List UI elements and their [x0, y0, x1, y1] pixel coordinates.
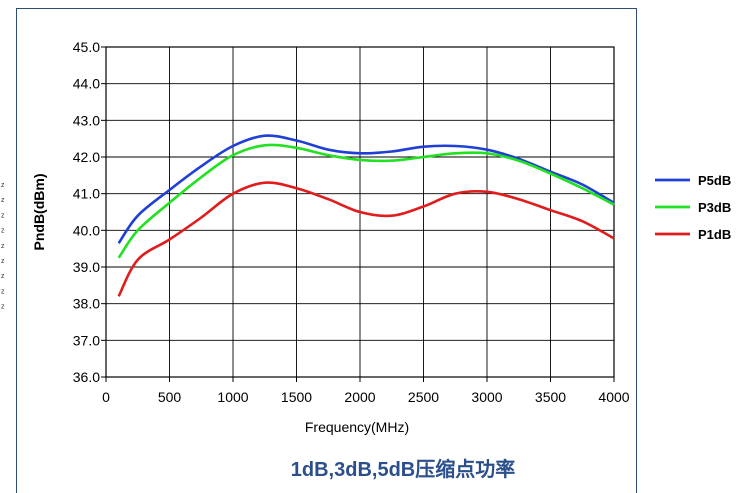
y-tick-label: 41.0 — [73, 186, 100, 202]
side-mark: z — [1, 212, 5, 219]
x-tick-label: 2000 — [344, 389, 375, 405]
legend-label-p1db: P1dB — [698, 227, 731, 242]
x-tick-label: 3500 — [535, 389, 566, 405]
side-marks: z z z z z z z z z — [1, 182, 5, 311]
side-mark: z — [1, 197, 5, 204]
legend: P5dB P3dB P1dB — [655, 173, 731, 242]
y-tick-label: 37.0 — [73, 332, 100, 348]
y-tick-label: 39.0 — [73, 259, 100, 275]
y-axis-label: PndB(dBm) — [31, 174, 47, 251]
y-tick-label: 38.0 — [73, 296, 100, 312]
series-line-p5db — [117, 134, 615, 244]
side-mark: z — [1, 273, 5, 280]
x-tick-label: 2500 — [408, 389, 439, 405]
legend-label-p5db: P5dB — [698, 173, 731, 188]
x-tick-label: 500 — [158, 389, 182, 405]
chart-title: 1dB,3dB,5dB压缩点功率 — [291, 457, 515, 481]
side-mark: z — [1, 258, 5, 265]
x-axis-label: Frequency(MHz) — [305, 419, 409, 435]
y-tick-label: 43.0 — [73, 112, 100, 128]
side-mark: z — [1, 228, 5, 235]
axes: 36.0 37.0 38.0 39.0 40.0 41.0 42.0 43.0 … — [73, 39, 630, 405]
chart-frame — [16, 8, 637, 493]
y-tick-label: 40.0 — [73, 222, 100, 238]
y-tick-label: 36.0 — [73, 369, 100, 385]
plot-border — [105, 46, 615, 378]
side-mark: z — [1, 304, 5, 311]
x-tick-label: 0 — [102, 389, 110, 405]
side-mark: z — [1, 243, 5, 250]
x-tick-label: 1000 — [217, 389, 248, 405]
series-line-p3db — [117, 143, 615, 259]
side-mark: z — [1, 288, 5, 295]
y-tick-label: 42.0 — [73, 149, 100, 165]
x-tick-label: 3000 — [471, 389, 502, 405]
side-mark: z — [1, 182, 5, 189]
legend-label-p3db: P3dB — [698, 200, 731, 215]
x-tick-label: 1500 — [281, 389, 312, 405]
y-tick-label: 45.0 — [73, 39, 100, 55]
series-line-p1db — [117, 181, 615, 297]
x-tick-label: 4000 — [598, 389, 629, 405]
series-lines — [117, 134, 615, 297]
y-tick-label: 44.0 — [73, 76, 100, 92]
